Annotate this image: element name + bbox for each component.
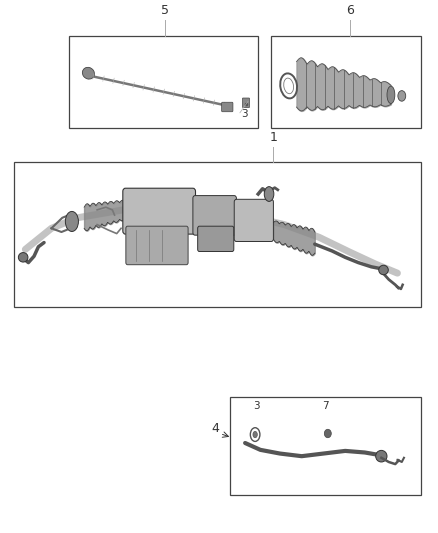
Ellipse shape [253,431,257,438]
Ellipse shape [324,429,331,438]
Text: 6: 6 [346,4,353,17]
Ellipse shape [376,450,387,462]
Text: 1: 1 [269,131,277,144]
FancyBboxPatch shape [198,226,234,252]
FancyBboxPatch shape [123,188,195,234]
Text: 4: 4 [211,422,219,435]
FancyBboxPatch shape [243,98,250,108]
FancyBboxPatch shape [193,196,237,235]
Ellipse shape [398,91,406,101]
Bar [230,397,421,495]
Ellipse shape [65,212,78,231]
Bar [69,36,258,128]
Text: 7: 7 [322,401,329,411]
FancyBboxPatch shape [234,199,273,241]
Bar [14,163,421,308]
FancyBboxPatch shape [126,226,188,265]
Ellipse shape [82,67,95,79]
Ellipse shape [387,86,395,103]
FancyBboxPatch shape [222,102,233,112]
Bar [271,36,421,128]
Ellipse shape [18,253,28,262]
Ellipse shape [379,265,389,274]
Text: 5: 5 [161,4,169,17]
Ellipse shape [264,187,274,201]
Text: 3: 3 [253,401,259,411]
Text: 3: 3 [241,109,247,119]
